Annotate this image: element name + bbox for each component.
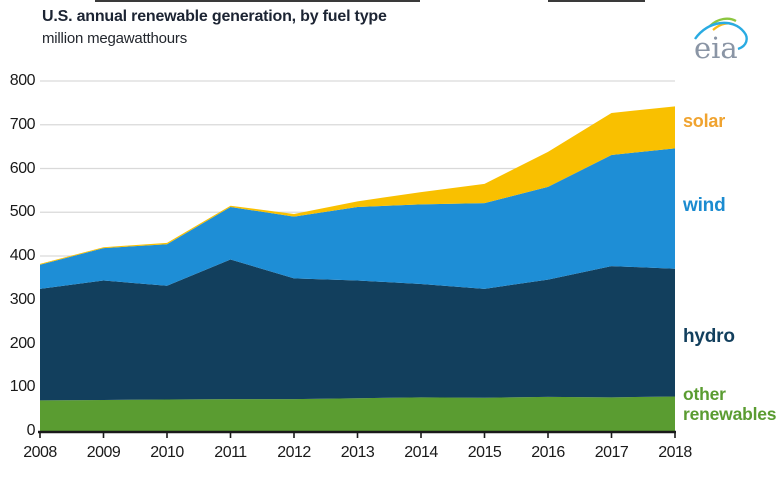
series-label-solar: solar	[683, 111, 726, 131]
cropped-text-artifact	[548, 0, 645, 2]
eia-logo: eia	[694, 17, 748, 65]
y-tick-label-500: 500	[9, 203, 36, 221]
x-tick-label-2018: 2018	[658, 444, 692, 461]
x-tick-label-2015: 2015	[467, 444, 502, 461]
x-tick-label-2014: 2014	[404, 444, 438, 461]
y-tick-label-400: 400	[9, 247, 36, 264]
x-tick-label-2017: 2017	[594, 444, 629, 461]
series-label-wind: wind	[683, 195, 726, 216]
area-other-renewables	[40, 396, 675, 431]
series-label-hydro: hydro	[683, 326, 735, 347]
cropped-text-artifact	[95, 0, 420, 2]
y-tick-label-800: 800	[9, 72, 36, 89]
x-tick-label-2008: 2008	[23, 444, 57, 461]
area-wind	[40, 148, 675, 289]
area-solar	[40, 106, 675, 265]
y-tick-label-600: 600	[9, 159, 36, 177]
chart-subtitle-units: million megawatthours	[42, 30, 188, 47]
eia-logo-blue-swoosh-icon	[694, 21, 748, 51]
x-tick-label-2016: 2016	[531, 444, 565, 461]
area-hydro	[40, 259, 675, 401]
chart-title: U.S. annual renewable generation, by fue…	[42, 8, 387, 25]
x-tick-label-2013: 2013	[340, 444, 375, 461]
eia-logo-text: eia	[694, 31, 738, 65]
y-tick-label-300: 300	[9, 290, 36, 308]
series-label-other-renewables: other renewables	[683, 384, 777, 424]
x-tick-label-2012: 2012	[277, 444, 311, 461]
y-tick-label-700: 700	[9, 115, 36, 133]
x-tick-label-2011: 2011	[214, 444, 247, 461]
y-tick-label-100: 100	[9, 378, 36, 396]
x-tick-label-2010: 2010	[150, 444, 184, 461]
x-tick-label-2009: 2009	[86, 444, 121, 461]
y-tick-label-200: 200	[9, 334, 36, 352]
y-tick-label-0: 0	[26, 422, 36, 439]
